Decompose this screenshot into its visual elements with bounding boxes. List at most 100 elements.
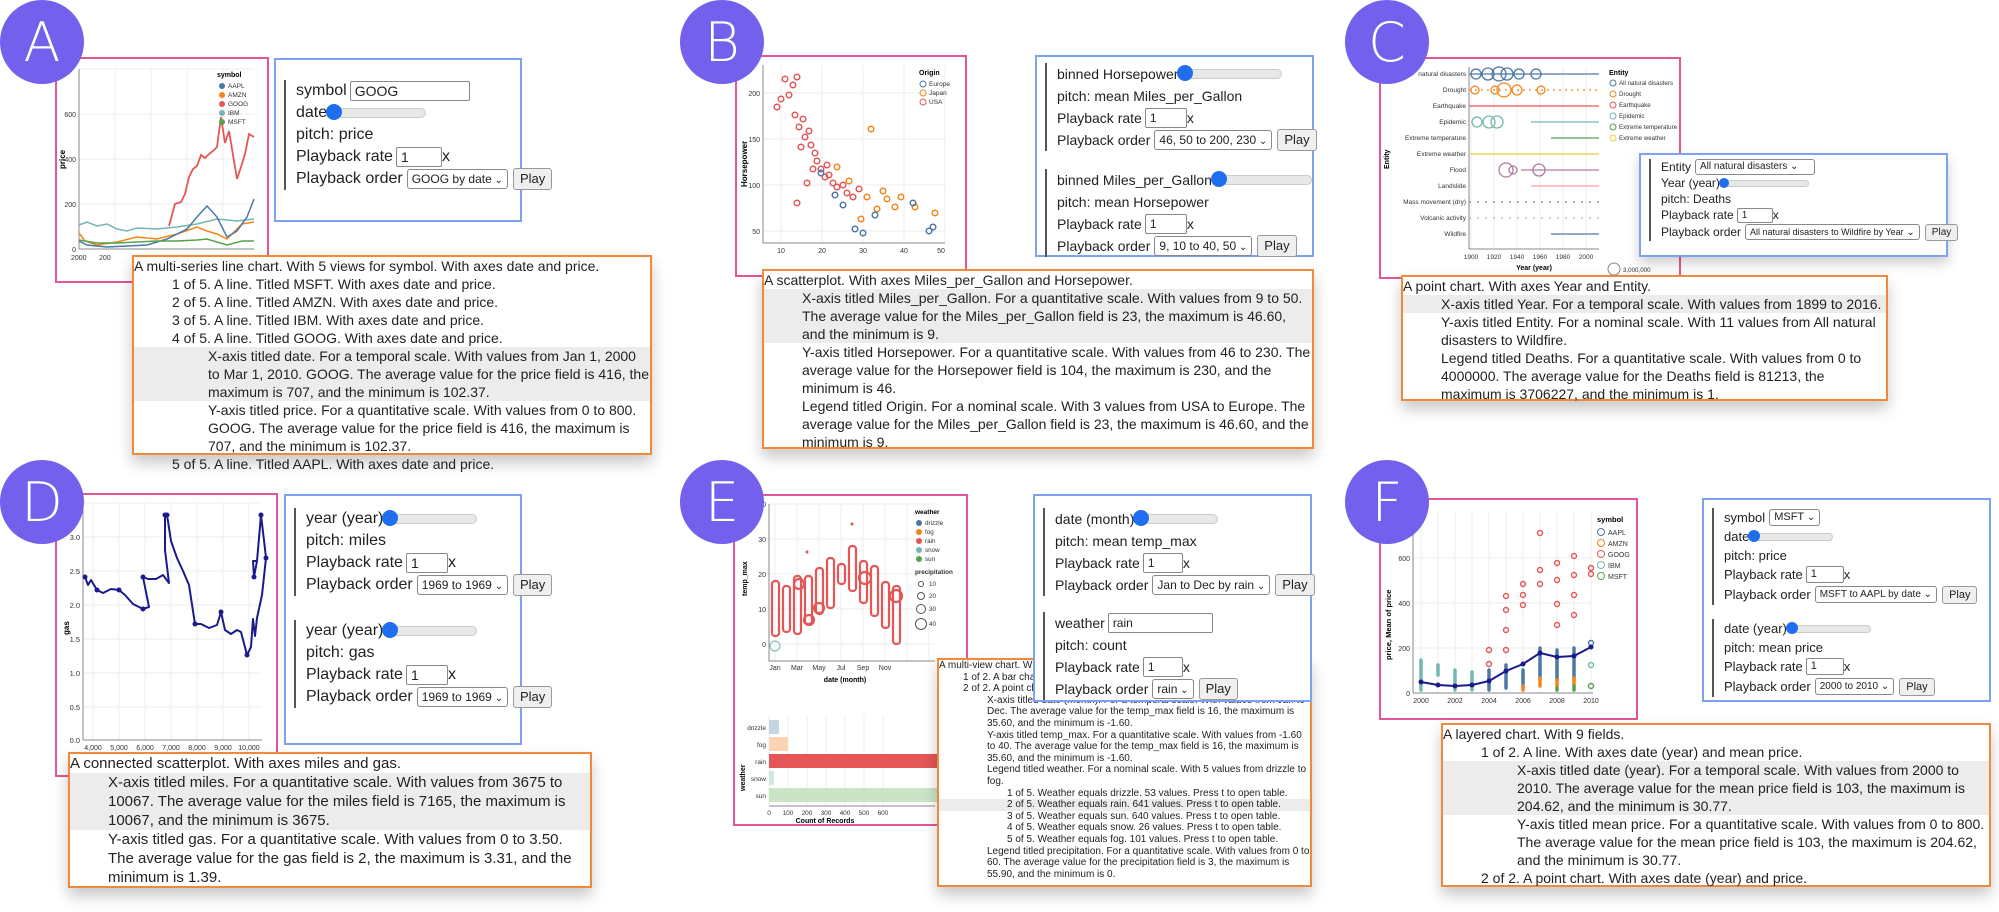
desc-line-focused[interactable]: X-axis titled Miles_per_Gallon. For a qu…	[764, 289, 1312, 343]
desc-line[interactable]: 5 of 5. A line. Titled AAPL. With axes d…	[172, 456, 495, 472]
desc-line[interactable]: 4 of 5. A line. Titled GOOG. With axes d…	[172, 330, 503, 346]
year-slider[interactable]	[1718, 177, 1809, 188]
horsepower-slider[interactable]	[1177, 65, 1283, 81]
playback-order-label: Playback order	[1724, 587, 1811, 602]
playback-rate-input[interactable]: 1	[1805, 566, 1844, 583]
slider-knob[interactable]	[382, 622, 399, 638]
playback-rate-label: Playback rate	[1057, 216, 1142, 232]
playback-rate-input[interactable]: 1	[1805, 658, 1844, 675]
playback-rate-input[interactable]: 1	[1144, 108, 1187, 128]
play-button[interactable]: Play	[512, 686, 553, 708]
playback-rate-input[interactable]: 1	[405, 553, 448, 573]
year-slider[interactable]	[1785, 621, 1871, 634]
playback-order-select[interactable]: 46, 50 to 200, 230	[1154, 130, 1273, 150]
playback-order-select[interactable]: 9, 10 to 40, 50	[1154, 236, 1253, 256]
desc-line[interactable]: A multi-view chart. With 2 views.	[939, 660, 1082, 671]
playback-order-select[interactable]: 1969 to 1969	[416, 687, 508, 707]
desc-line[interactable]: A layered chart. With 9 fields.	[1443, 726, 1625, 742]
slider-knob[interactable]	[1177, 65, 1194, 81]
symbol-input[interactable]: GOOG	[349, 81, 470, 101]
date-slider[interactable]	[326, 104, 427, 120]
svg-text:Sep: Sep	[857, 665, 870, 672]
svg-text:150: 150	[748, 137, 760, 144]
desc-line[interactable]: 2 of 5. A line. Titled AMZN. With axes d…	[172, 294, 499, 310]
desc-line[interactable]: 1 of 5. Weather equals drizzle. 53 value…	[1007, 787, 1288, 799]
slider-knob[interactable]	[1210, 171, 1227, 187]
symbol-select[interactable]: MSFT	[1769, 509, 1821, 526]
playback-order-select[interactable]: Jan to Dec by rain	[1152, 575, 1271, 595]
slider-knob[interactable]	[1785, 621, 1798, 634]
desc-line[interactable]: 1 of 2. A bar chart.	[963, 671, 1045, 683]
desc-line[interactable]: 3 of 5. Weather equals sun. 640 values. …	[1007, 810, 1281, 822]
svg-text:rain: rain	[755, 759, 766, 766]
play-button[interactable]: Play	[1277, 129, 1317, 151]
playback-order-select[interactable]: 1969 to 1969	[416, 575, 508, 595]
svg-text:50: 50	[937, 248, 945, 255]
play-button[interactable]: Play	[1257, 235, 1297, 257]
svg-text:Count of Records: Count of Records	[796, 818, 855, 824]
desc-line[interactable]: 5 of 5. Weather equals fog. 101 values. …	[1007, 833, 1279, 845]
desc-line[interactable]: Y-axis titled mean price. For a quantita…	[1517, 816, 1985, 868]
desc-line[interactable]: Y-axis titled temp_max. For a quantitati…	[987, 729, 1302, 764]
desc-line-focused[interactable]: X-axis titled miles. For a quantitative …	[70, 773, 590, 830]
year-slider[interactable]	[382, 622, 478, 638]
play-button[interactable]: Play	[512, 168, 553, 190]
playback-order-select[interactable]: MSFT to AAPL by date	[1814, 586, 1938, 603]
desc-line-focused[interactable]: X-axis titled Year. For a temporal scale…	[1403, 295, 1886, 313]
desc-line[interactable]: 2 of 2. A point chart.	[963, 683, 1052, 695]
desc-line[interactable]: 1 of 5. A line. Titled MSFT. With axes d…	[172, 276, 496, 292]
playback-order-select[interactable]: All natural disasters to Wildfire by Yea…	[1745, 224, 1920, 240]
slider-knob[interactable]	[1718, 177, 1729, 188]
playback-rate-input[interactable]: 1	[1142, 657, 1183, 677]
weather-input[interactable]: rain	[1107, 613, 1213, 633]
desc-line[interactable]: 4 of 5. Weather equals snow. 26 values. …	[1007, 822, 1282, 834]
desc-line-focused[interactable]: X-axis titled date. For a temporal scale…	[134, 347, 650, 401]
desc-line[interactable]: Legend titled precipitation. For a quant…	[987, 845, 1310, 880]
playback-rate-label: Playback rate	[1055, 555, 1140, 571]
desc-line[interactable]: Legend titled Deaths. For a quantitative…	[1441, 350, 1862, 402]
svg-text:30: 30	[929, 606, 937, 613]
playback-rate-input[interactable]: 1	[1142, 553, 1183, 573]
desc-line[interactable]: Legend titled weather. For a nominal sca…	[987, 764, 1307, 787]
desc-line[interactable]: A scatterplot. With axes Miles_per_Gallo…	[764, 272, 1133, 288]
playback-rate-input[interactable]: 1	[1144, 214, 1187, 234]
svg-text:2.0: 2.0	[70, 601, 80, 610]
desc-line[interactable]: 1 of 2. A line. With axes date (year) an…	[1481, 744, 1803, 760]
slider-knob[interactable]	[382, 510, 399, 526]
desc-line-focused[interactable]: 2 of 5. Weather equals rain. 641 values.…	[939, 799, 1310, 811]
date-slider[interactable]	[1748, 529, 1834, 542]
desc-line[interactable]: A connected scatterplot. With axes miles…	[70, 755, 402, 772]
slider-knob[interactable]	[1133, 510, 1150, 526]
playback-order-select[interactable]: 2000 to 2010	[1814, 678, 1895, 695]
date-slider-label: date	[1724, 529, 1750, 544]
slider-knob[interactable]	[1748, 529, 1761, 542]
desc-line[interactable]: Legend titled Origin. For a nominal scal…	[802, 398, 1309, 450]
play-button[interactable]: Play	[512, 574, 553, 596]
play-button[interactable]: Play	[1924, 223, 1959, 241]
desc-line[interactable]: 2 of 2. A point chart. With axes date (y…	[1481, 870, 1808, 886]
year-slider[interactable]	[382, 510, 478, 526]
play-button[interactable]: Play	[1942, 585, 1978, 604]
desc-line[interactable]: Y-axis titled Horsepower. For a quantita…	[802, 344, 1311, 396]
play-button[interactable]: Play	[1899, 677, 1935, 696]
desc-line[interactable]: A multi-series line chart. With 5 views …	[134, 258, 600, 274]
desc-line[interactable]: Y-axis titled Entity. For a nominal scal…	[1441, 314, 1876, 348]
playback-rate-input[interactable]: 1	[1736, 207, 1773, 223]
svg-text:AMZN: AMZN	[228, 92, 247, 99]
desc-line[interactable]: 3 of 5. A line. Titled IBM. With axes da…	[172, 312, 485, 328]
entity-select[interactable]: All natural disasters	[1695, 159, 1816, 175]
playback-order-select[interactable]: GOOG by date	[406, 169, 508, 189]
desc-line[interactable]: A point chart. With axes Year and Entity…	[1403, 278, 1651, 294]
playback-rate-input[interactable]: 1	[405, 665, 448, 685]
svg-text:Origin: Origin	[919, 70, 940, 77]
desc-line[interactable]: Y-axis titled gas. For a quantitative sc…	[108, 831, 572, 886]
desc-line-focused[interactable]: X-axis titled date (year). For a tempora…	[1443, 761, 1989, 815]
slider-knob[interactable]	[326, 104, 343, 120]
playback-rate-input[interactable]: 1	[395, 147, 442, 167]
play-button[interactable]: Play	[1198, 678, 1238, 700]
mpg-slider[interactable]	[1210, 171, 1312, 187]
play-button[interactable]: Play	[1275, 574, 1315, 596]
month-slider[interactable]	[1133, 510, 1219, 526]
desc-line[interactable]: Y-axis titled price. For a quantitative …	[208, 402, 637, 454]
playback-order-select[interactable]: rain	[1152, 679, 1194, 699]
